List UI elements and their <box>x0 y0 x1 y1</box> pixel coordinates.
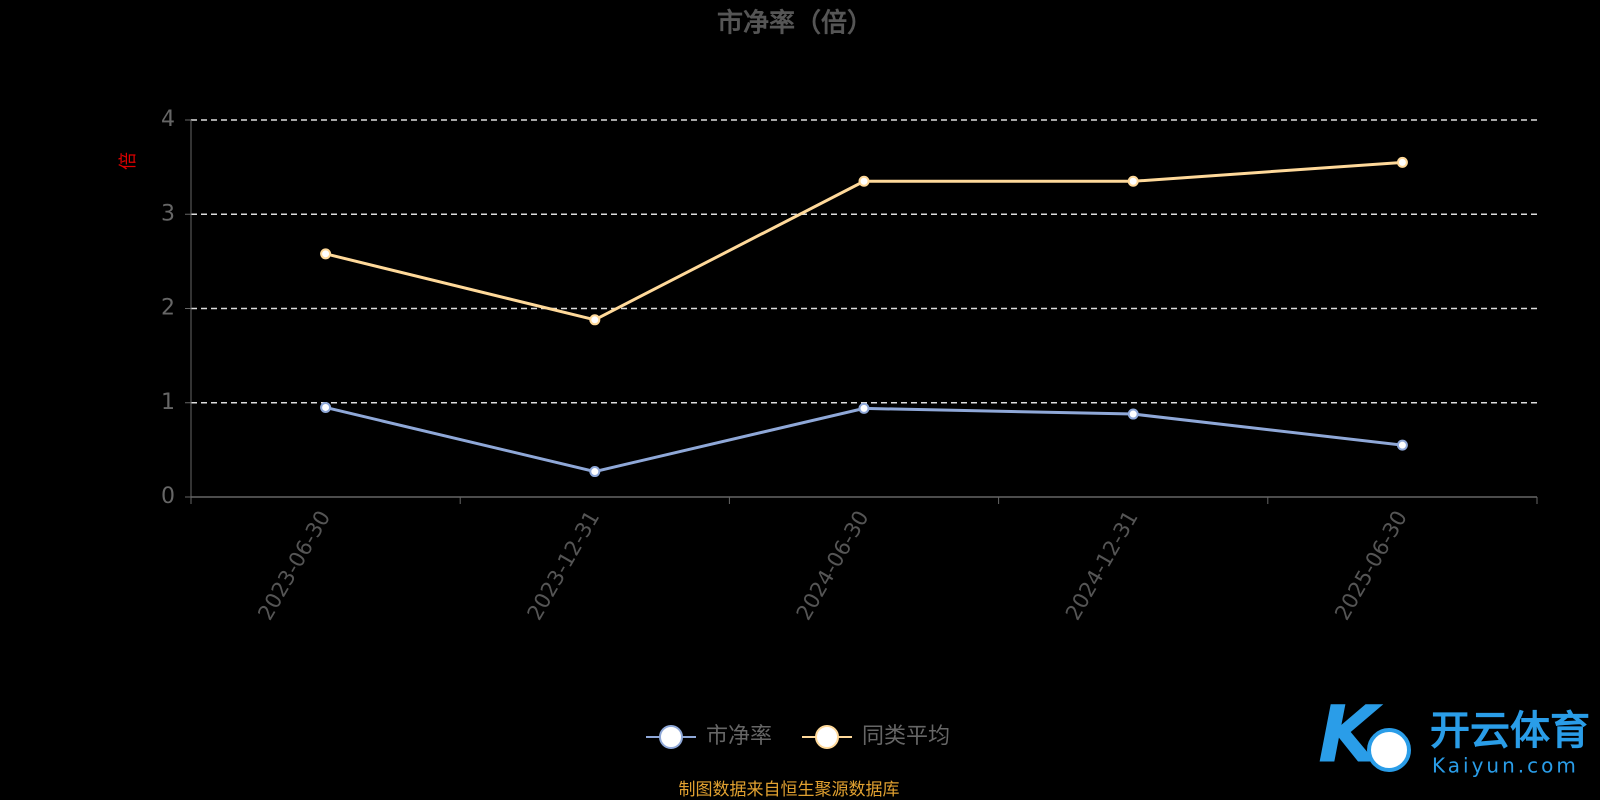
data-point <box>1127 408 1139 420</box>
x-tick-label: 2023-06-30 <box>253 507 335 625</box>
y-tick-label: 1 <box>161 390 175 415</box>
data-point <box>858 175 870 187</box>
data-point <box>589 314 601 326</box>
data-point <box>320 401 332 413</box>
x-tick-label: 2024-06-30 <box>792 507 874 625</box>
data-point <box>858 402 870 414</box>
watermark-site: Kaiyun.com <box>1432 754 1579 778</box>
legend-label: 同类平均 <box>862 724 950 749</box>
data-point <box>1396 439 1408 451</box>
y-tick-label: 2 <box>161 296 175 321</box>
y-tick-label: 3 <box>161 201 175 226</box>
y-tick-label: 4 <box>161 107 175 132</box>
legend-marker <box>815 725 840 749</box>
data-point <box>1396 156 1408 168</box>
watermark-ball <box>1367 728 1411 772</box>
x-tick-label: 2025-06-30 <box>1330 507 1412 625</box>
y-tick-label: 0 <box>161 484 175 509</box>
x-tick-label: 2023-12-31 <box>523 507 605 625</box>
series-line <box>325 406 1403 474</box>
source-note: 制图数据来自恒生聚源数据库 <box>679 780 900 800</box>
data-point <box>1127 175 1139 187</box>
legend-label: 市净率 <box>706 724 772 749</box>
data-point <box>320 248 332 260</box>
data-point <box>589 466 601 478</box>
watermark-brand: 开云体育 <box>1430 708 1590 754</box>
chart-title: 市净率（倍） <box>717 8 873 39</box>
legend-marker <box>659 725 683 749</box>
x-tick-label: 2024-12-31 <box>1061 507 1143 625</box>
y-axis-label: 倍 <box>118 152 139 170</box>
watermark: K 开云体育 Kaiyun.com <box>1318 690 1590 780</box>
